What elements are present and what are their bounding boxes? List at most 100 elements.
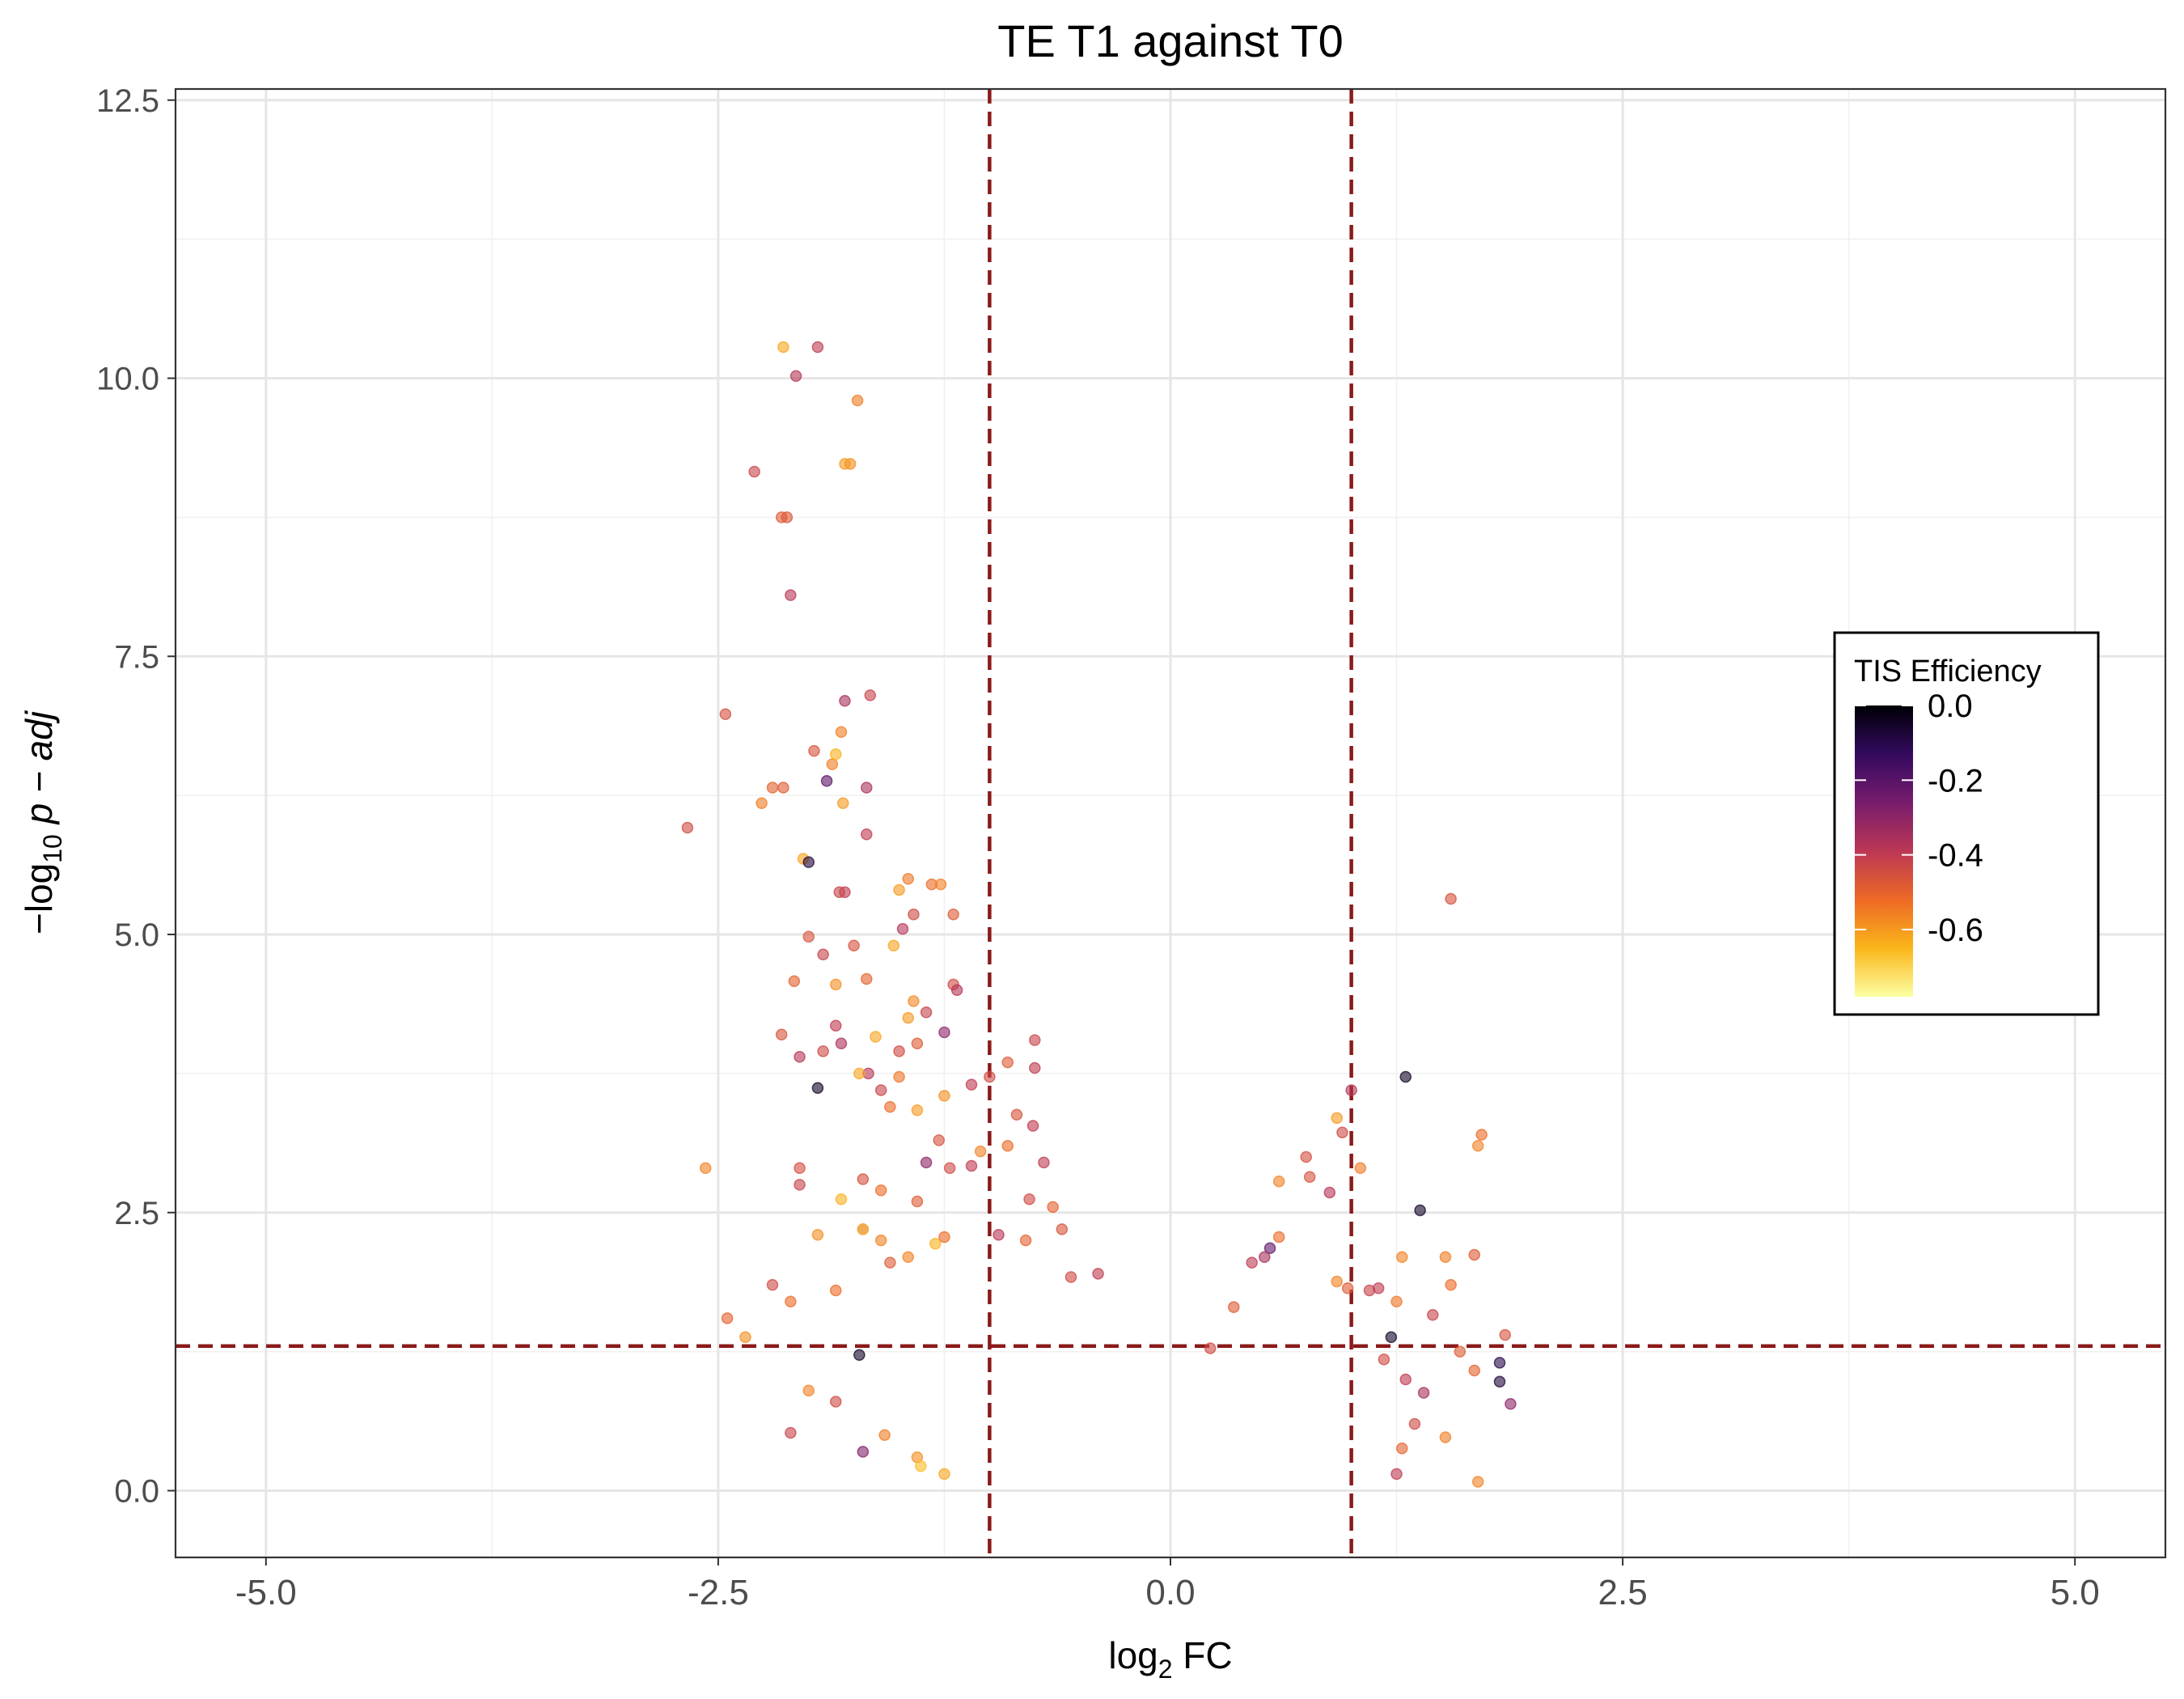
data-point	[938, 1026, 950, 1039]
data-point	[756, 797, 768, 809]
data-point	[853, 1349, 866, 1361]
data-point	[1454, 1345, 1467, 1358]
data-point	[974, 1145, 987, 1158]
data-point	[788, 975, 801, 987]
data-point	[1475, 1129, 1488, 1141]
data-point	[833, 886, 845, 898]
data-point	[766, 782, 779, 794]
data-point	[911, 1195, 924, 1208]
grid-lines	[176, 89, 2165, 1557]
data-point	[1396, 1443, 1408, 1455]
data-point	[802, 1384, 815, 1396]
legend-tick-label: -0.4	[1928, 838, 1983, 874]
data-point	[1372, 1282, 1385, 1294]
data-point	[1408, 1417, 1421, 1430]
data-point	[1345, 1084, 1357, 1096]
data-point	[802, 856, 815, 868]
data-point	[830, 1019, 842, 1032]
data-point	[777, 782, 789, 794]
data-point	[1468, 1364, 1480, 1377]
data-point	[861, 782, 873, 794]
data-point	[830, 1396, 842, 1408]
data-point	[1390, 1295, 1403, 1307]
data-point	[1263, 1242, 1276, 1254]
data-point	[1056, 1223, 1069, 1235]
data-point	[826, 758, 839, 770]
data-point	[848, 939, 860, 951]
data-point	[887, 939, 900, 951]
data-point	[1399, 1070, 1412, 1083]
chart-title: TE T1 against T0	[997, 15, 1344, 66]
data-point	[836, 797, 849, 809]
data-point	[1471, 1476, 1484, 1488]
data-point	[920, 1156, 933, 1169]
data-point	[1204, 1342, 1217, 1354]
data-point	[1259, 1251, 1271, 1263]
data-point	[839, 458, 851, 470]
data-point	[1493, 1375, 1506, 1388]
data-point	[1029, 1061, 1041, 1074]
data-points	[681, 341, 1517, 1488]
data-point	[1396, 1251, 1408, 1263]
x-axis-title-subscript: 2	[1158, 1655, 1173, 1684]
data-point	[911, 1104, 924, 1116]
y-axis-title: −log10 p − adj	[18, 710, 67, 934]
data-point	[929, 1238, 942, 1250]
threshold-lines	[176, 89, 2165, 1557]
data-point	[785, 1295, 797, 1307]
data-point	[1300, 1150, 1312, 1163]
data-point	[1439, 1251, 1452, 1263]
data-point	[1246, 1256, 1258, 1269]
data-point	[817, 1045, 829, 1057]
data-point	[830, 748, 842, 761]
x-tick-label: -2.5	[688, 1573, 749, 1612]
data-point	[1001, 1140, 1014, 1152]
data-point	[1399, 1373, 1412, 1386]
data-point	[1414, 1204, 1426, 1217]
data-point	[864, 689, 877, 701]
data-point	[1019, 1234, 1032, 1247]
data-point	[1354, 1162, 1367, 1174]
data-point	[947, 909, 959, 921]
data-point	[1272, 1176, 1285, 1188]
data-point	[857, 1173, 870, 1185]
data-point	[835, 1037, 848, 1049]
data-point	[902, 1011, 914, 1024]
data-point	[789, 370, 802, 382]
data-point	[811, 1229, 824, 1241]
data-point	[719, 708, 732, 720]
data-point	[839, 695, 851, 707]
data-point	[1047, 1201, 1059, 1214]
data-point	[857, 1446, 870, 1458]
data-point	[1378, 1354, 1390, 1366]
data-point	[1331, 1275, 1343, 1288]
data-point	[777, 341, 789, 354]
y-tick-label: 7.5	[114, 639, 159, 675]
data-point	[911, 1037, 924, 1049]
data-point	[893, 1045, 905, 1057]
data-point	[965, 1159, 978, 1172]
data-point	[920, 1006, 933, 1019]
y-axis-title-subscript: 10	[38, 834, 67, 863]
legend-ticks: 0.0 -0.2 -0.4 -0.6	[1855, 688, 1983, 948]
data-point	[851, 394, 864, 407]
data-point	[794, 1051, 806, 1063]
legend-title: TIS Efficiency	[1854, 655, 2042, 688]
y-tick-label: 5.0	[114, 917, 159, 953]
data-point	[938, 1090, 950, 1102]
y-tick-label: 2.5	[114, 1196, 159, 1231]
data-point	[874, 1084, 887, 1096]
data-point	[1038, 1156, 1050, 1169]
data-point	[884, 1100, 896, 1113]
data-point	[1341, 1282, 1354, 1294]
data-point	[908, 995, 920, 1007]
legend-tick-label: -0.6	[1928, 913, 1983, 948]
legend: TIS Efficiency 0.0 -0.2 -0.4 -0.6	[1833, 631, 2100, 1016]
data-point	[1272, 1231, 1285, 1244]
data-point	[785, 589, 797, 601]
data-point	[1427, 1309, 1439, 1321]
data-point	[884, 1256, 896, 1269]
data-point	[993, 1229, 1005, 1241]
data-point	[775, 1028, 788, 1040]
